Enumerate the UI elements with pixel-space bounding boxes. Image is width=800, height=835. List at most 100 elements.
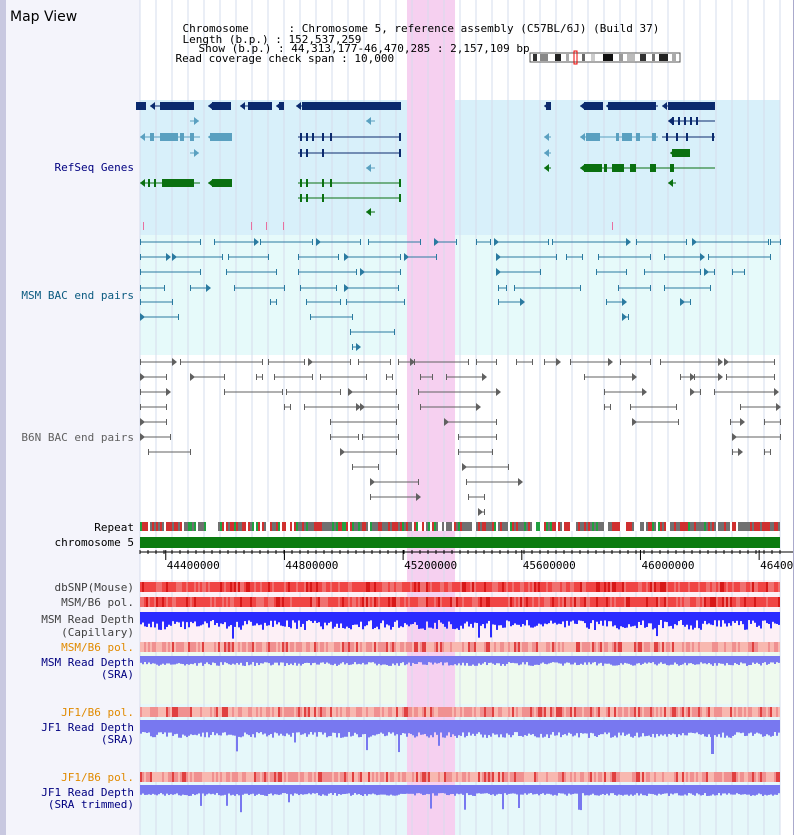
heat-cell xyxy=(170,597,172,607)
depth-bar xyxy=(506,656,508,664)
depth-bar xyxy=(270,656,272,666)
depth-bar xyxy=(276,720,278,734)
depth-bar xyxy=(720,612,722,627)
depth-bar xyxy=(330,656,332,665)
depth-bar xyxy=(230,656,232,665)
msm-bac-pair xyxy=(552,238,631,246)
depth-bar xyxy=(262,785,264,795)
depth-bar xyxy=(618,612,620,630)
depth-bar xyxy=(384,720,386,737)
heat-cell xyxy=(728,772,730,782)
heat-cell xyxy=(204,642,206,652)
heat-cell xyxy=(358,642,360,652)
depth-bar xyxy=(712,656,714,666)
repeat-element xyxy=(674,522,676,531)
heat-cell xyxy=(496,707,498,717)
heat-cell xyxy=(674,707,676,717)
heat-cell xyxy=(720,597,722,607)
depth-bar xyxy=(612,720,614,738)
depth-bar xyxy=(534,785,536,795)
heat-cell xyxy=(642,772,644,782)
bac-end-right xyxy=(496,434,497,440)
heat-cell xyxy=(592,772,594,782)
heat-cell xyxy=(190,582,192,592)
depth-bar xyxy=(650,656,652,664)
depth-bar xyxy=(218,656,220,666)
depth-bar xyxy=(532,656,534,666)
heat-cell xyxy=(300,772,302,782)
heat-cell xyxy=(766,707,768,717)
heat-cell xyxy=(162,597,164,607)
repeat-element xyxy=(230,522,232,531)
depth-bar xyxy=(538,785,540,796)
heat-cell xyxy=(296,582,298,592)
heat-cell xyxy=(672,642,674,652)
depth-bar xyxy=(696,785,698,794)
heat-cell xyxy=(328,642,330,652)
depth-bar xyxy=(434,612,436,623)
heat-cell xyxy=(398,582,400,592)
depth-bar xyxy=(264,720,266,734)
heat-cell xyxy=(744,707,746,717)
heat-cell xyxy=(352,582,354,592)
heat-cell xyxy=(616,582,618,592)
depth-bar xyxy=(494,785,496,796)
bac-end-right xyxy=(390,359,391,365)
heat-cell xyxy=(724,772,726,782)
repeat-element xyxy=(174,522,176,531)
depth-bar xyxy=(768,612,770,624)
repeat-element xyxy=(576,522,578,531)
b6n-bac-pair xyxy=(268,359,305,365)
msm-bac-pair xyxy=(404,253,437,261)
bac-end-left xyxy=(140,389,141,395)
depth-bar xyxy=(198,785,200,794)
repeat-element xyxy=(392,522,394,531)
repeat-element xyxy=(204,522,206,531)
depth-bar xyxy=(200,785,202,806)
depth-bar xyxy=(584,612,586,624)
heat-cell xyxy=(622,582,624,592)
refseq-gene xyxy=(670,149,690,157)
depth-bar xyxy=(400,656,402,664)
depth-bar xyxy=(258,612,260,626)
heat-cell xyxy=(762,772,764,782)
depth-bar xyxy=(564,656,566,664)
heat-cell xyxy=(544,772,546,782)
heat-cell xyxy=(678,597,680,607)
bac-end-marker xyxy=(348,388,353,396)
repeat-element xyxy=(258,522,260,531)
repeat-element xyxy=(686,522,688,531)
heat-cell xyxy=(166,597,168,607)
depth-bar xyxy=(674,656,676,663)
heat-cell xyxy=(160,642,162,652)
depth-bar xyxy=(696,656,698,665)
depth-bar xyxy=(634,785,636,795)
heat-cell xyxy=(408,707,410,717)
msm-depth-sra-label: MSM Read Depth xyxy=(41,656,134,669)
bac-end-left xyxy=(458,449,459,455)
bac-end-right xyxy=(172,299,173,305)
depth-bar xyxy=(266,612,268,626)
bac-end-right xyxy=(178,314,179,320)
heat-cell xyxy=(764,642,766,652)
heat-cell xyxy=(376,597,378,607)
depth-bar xyxy=(734,785,736,795)
depth-bar xyxy=(692,612,694,630)
heat-cell xyxy=(146,642,148,652)
chromosome-ideogram[interactable] xyxy=(529,50,681,65)
depth-bar xyxy=(564,720,566,735)
depth-bar xyxy=(690,656,692,664)
heat-cell xyxy=(616,642,618,652)
heat-cell xyxy=(316,582,318,592)
repeat-element xyxy=(462,522,464,531)
depth-bar xyxy=(630,612,632,627)
bac-end-left xyxy=(418,389,419,395)
depth-bar xyxy=(304,612,306,630)
heat-cell xyxy=(442,642,444,652)
heat-cell xyxy=(282,642,284,652)
heat-cell xyxy=(150,707,152,717)
heat-cell xyxy=(430,597,432,607)
depth-bar xyxy=(414,612,416,623)
depth-bar xyxy=(398,720,400,753)
